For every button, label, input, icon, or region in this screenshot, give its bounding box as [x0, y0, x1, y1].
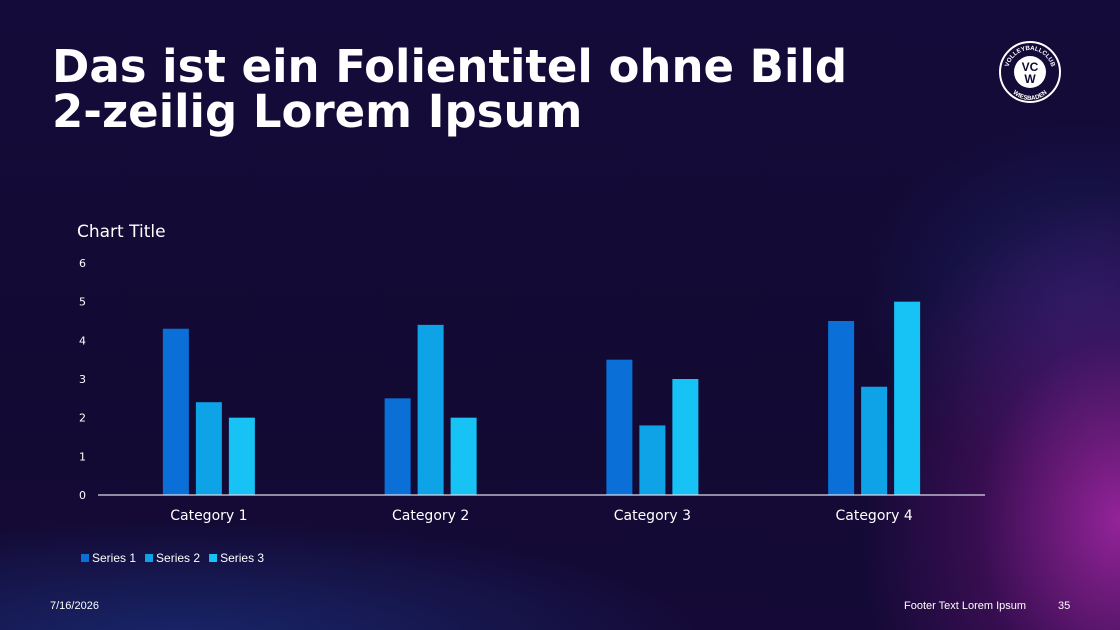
page-number: 35: [1058, 600, 1071, 612]
bar-series-1: [828, 321, 855, 495]
footer-date: 7/16/2026: [50, 600, 99, 612]
y-tick-label: 3: [79, 373, 86, 386]
bar-series-1: [606, 359, 633, 495]
x-tick-label: Category 1: [170, 508, 247, 524]
bar-series-1: [384, 398, 411, 495]
logo-letters-top: VC: [1022, 60, 1039, 74]
y-tick-label: 6: [79, 257, 86, 270]
logo-letters-bottom: W: [1024, 72, 1036, 86]
y-tick-label: 5: [79, 296, 86, 309]
legend-label: Series 2: [156, 551, 200, 565]
bar-series-2: [417, 324, 444, 495]
bar-series-1: [162, 328, 189, 495]
legend-label: Series 3: [220, 551, 264, 565]
slide-title: Das ist ein Folientitel ohne Bild 2-zeil…: [52, 40, 848, 138]
y-tick-label: 4: [79, 334, 86, 347]
x-tick-label: Category 3: [614, 508, 691, 524]
y-tick-label: 1: [79, 450, 86, 463]
bar-series-3: [894, 301, 921, 495]
x-tick-label: Category 2: [392, 508, 469, 524]
bar-series-3: [228, 417, 255, 495]
x-tick-label: Category 4: [835, 508, 912, 524]
vcw-logo: VOLLEYBALLCLUB WIESBADEN VC W: [999, 41, 1061, 103]
legend-swatch-series-1: [81, 554, 89, 562]
legend-swatch-series-2: [145, 554, 154, 562]
legend-label: Series 1: [92, 551, 136, 565]
bar-series-3: [672, 379, 699, 495]
y-tick-label: 0: [79, 489, 86, 502]
bar-series-2: [195, 402, 222, 495]
legend-swatch-series-3: [209, 554, 218, 562]
footer-text: Footer Text Lorem Ipsum: [904, 600, 1027, 612]
bar-series-2: [639, 425, 666, 495]
chart-title: Chart Title: [77, 222, 166, 242]
bar-series-2: [861, 386, 888, 495]
y-tick-label: 2: [79, 412, 86, 425]
bar-series-3: [450, 417, 477, 495]
